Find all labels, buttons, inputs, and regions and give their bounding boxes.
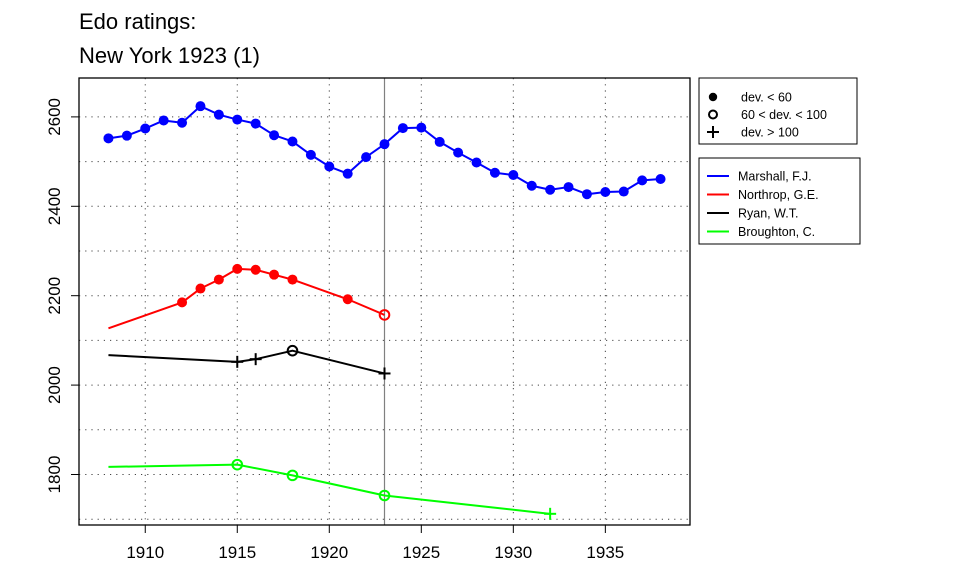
series-line-northrop-g-e [108,267,385,330]
y-tick-label-2000: 2000 [45,366,64,404]
x-tick-label-1935: 1935 [586,543,624,562]
marker-legend-label-2: dev. > 100 [741,126,799,140]
point-marshall-f-j-1910 [140,123,151,134]
point-marshall-f-j-1919 [305,149,316,160]
marker-legend-label-0: dev. < 60 [741,91,792,105]
y-axis: 1800 2000 2200 2400 2600 [45,98,80,494]
point-marshall-f-j-1938 [655,174,666,185]
y-tick-label-2600: 2600 [45,98,64,136]
point-marshall-f-j-1911 [158,115,169,126]
point-northrop-g-e-1918 [287,274,298,285]
series-legend-label-marshall-f-j: Marshall, F.J. [738,170,812,184]
point-northrop-g-e-1915 [232,263,243,274]
point-northrop-g-e-1912 [177,297,188,308]
series-legend-label-northrop-g-e: Northrop, G.E. [738,188,819,202]
point-marshall-f-j-1918 [287,136,298,147]
point-marshall-f-j-1930 [508,169,519,180]
marker-legend-box [698,77,858,145]
point-marshall-f-j-1928 [471,157,482,168]
point-marshall-f-j-1925 [416,122,427,133]
series-legend-label-ryan-w-t: Ryan, W.T. [738,207,798,221]
marker-legend-symbol-open-circle [708,109,718,120]
point-marshall-f-j-1924 [397,123,408,134]
point-marshall-f-j-1916 [250,118,261,129]
point-marshall-f-j-1934 [581,189,592,200]
x-tick-label-1925: 1925 [402,543,440,562]
grid-lines [79,78,690,525]
series-ryan-w-t [108,344,391,380]
point-marshall-f-j-1908 [103,133,114,144]
point-northrop-g-e-1921 [342,294,353,305]
point-northrop-g-e-1917 [269,269,280,280]
marker-legend-label-1: 60 < dev. < 100 [741,108,827,122]
point-marshall-f-j-1914 [213,109,224,120]
series-northrop-g-e [108,263,391,330]
x-tick-label-1915: 1915 [218,543,256,562]
point-marshall-f-j-1921 [342,168,353,179]
point-broughton-c-1923 [378,489,391,502]
point-marshall-f-j-1937 [637,175,648,186]
point-marshall-f-j-1929 [489,167,500,178]
point-marshall-f-j-1926 [434,136,445,147]
x-tick-label-1930: 1930 [494,543,532,562]
point-marshall-f-j-1913 [195,101,206,112]
point-marshall-f-j-1932 [545,184,556,195]
point-marshall-f-j-1912 [177,117,188,128]
series-marshall-f-j [103,101,666,200]
point-ryan-w-t-1923 [378,367,391,380]
series-legend: Marshall, F.J. Northrop, G.E. Ryan, W.T. Br… [698,157,861,245]
point-ryan-w-t-1916 [249,353,262,366]
marker-legend: dev. < 60 60 < dev. < 100 dev. > 100 [698,77,858,145]
point-broughton-c-1915 [231,458,244,471]
point-marshall-f-j-1931 [526,180,537,191]
point-marshall-f-j-1920 [324,161,335,172]
point-marshall-f-j-1927 [453,147,464,158]
chart-title-line-1: Edo ratings: [79,9,196,34]
y-tick-label-2200: 2200 [45,277,64,315]
marker-legend-symbol-plus [707,126,719,138]
point-marshall-f-j-1909 [121,130,132,141]
series-broughton-c [108,458,557,520]
point-marshall-f-j-1923 [379,139,390,150]
point-northrop-g-e-1923 [378,309,391,321]
point-marshall-f-j-1915 [232,114,243,125]
series-legend-label-broughton-c: Broughton, C. [738,225,815,239]
point-marshall-f-j-1917 [269,130,280,141]
point-ryan-w-t-1915 [231,355,244,368]
point-northrop-g-e-1914 [213,274,224,285]
point-ryan-w-t-1918 [286,344,299,357]
point-marshall-f-j-1933 [563,182,574,193]
point-northrop-g-e-1913 [195,283,206,294]
series-legend-box [698,157,861,245]
point-marshall-f-j-1922 [361,152,372,163]
y-tick-label-2400: 2400 [45,187,64,225]
chart-title-line-2: New York 1923 (1) [79,43,260,68]
x-axis: 1910 1915 1920 1925 1930 1935 [126,524,624,562]
marker-legend-symbol-filled-circle [708,92,718,102]
point-broughton-c-1932 [544,507,557,520]
point-marshall-f-j-1935 [600,186,611,197]
x-tick-label-1920: 1920 [310,543,348,562]
series-line-ryan-w-t [108,349,385,375]
point-broughton-c-1918 [286,469,299,482]
y-tick-label-1800: 1800 [45,456,64,494]
series-line-broughton-c [108,463,551,515]
point-northrop-g-e-1916 [250,264,261,275]
x-tick-label-1910: 1910 [126,543,164,562]
point-marshall-f-j-1936 [618,186,629,197]
series-layer [103,101,666,520]
